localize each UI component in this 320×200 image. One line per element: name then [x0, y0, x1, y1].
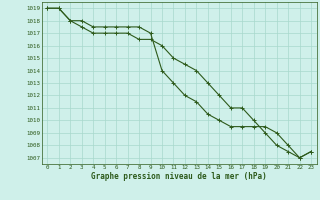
X-axis label: Graphe pression niveau de la mer (hPa): Graphe pression niveau de la mer (hPa) [91, 172, 267, 181]
